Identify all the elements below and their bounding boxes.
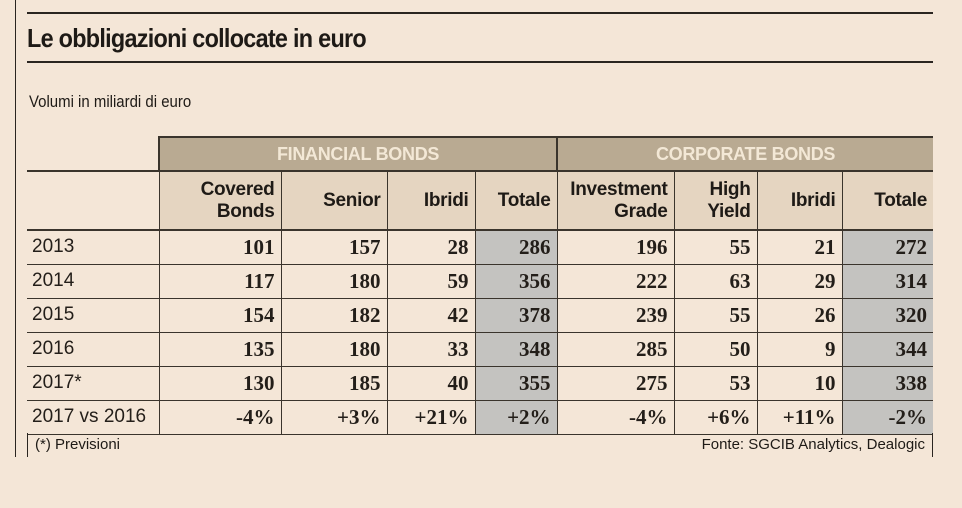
source-note: Fonte: SGCIB Analytics, Dealogic (702, 433, 933, 457)
value-cell: -4% (158, 400, 281, 435)
value-cell: 117 (158, 264, 281, 299)
top-rule (27, 12, 933, 14)
total-cell: 320 (841, 298, 934, 333)
total-cell: 356 (474, 264, 558, 299)
table-body: 2013 101 157 28 286 196 55 21 272 2014 117 180 59 356… (27, 230, 934, 435)
col-high-yield: High Yield (673, 170, 758, 231)
page-title: Le obbligazioni collocate in euro (27, 23, 367, 53)
value-cell: 285 (556, 332, 675, 367)
total-cell: 348 (474, 332, 558, 367)
value-cell: 26 (756, 298, 843, 333)
row-label: 2016 (27, 332, 159, 367)
value-cell: 59 (386, 264, 475, 299)
total-cell: 355 (474, 366, 558, 401)
total-cell: 378 (474, 298, 558, 333)
total-cell: 272 (841, 230, 934, 265)
total-cell: -2% (841, 400, 934, 435)
col-fin-totale: Totale (474, 170, 558, 231)
col-corp-totale: Totale (841, 170, 934, 231)
table-row: 2017* 130 185 40 355 275 53 10 338 (27, 366, 934, 401)
header-blank (27, 170, 159, 231)
row-label: 2017* (27, 366, 159, 401)
value-cell: 33 (386, 332, 475, 367)
value-cell: 154 (158, 298, 281, 333)
value-cell: 196 (556, 230, 675, 265)
value-cell: 101 (158, 230, 281, 265)
total-cell: 286 (474, 230, 558, 265)
value-cell: 40 (386, 366, 475, 401)
table-row: 2014 117 180 59 356 222 63 29 314 (27, 264, 934, 299)
value-cell: 275 (556, 366, 675, 401)
value-cell: 29 (756, 264, 843, 299)
total-cell: 314 (841, 264, 934, 299)
value-cell: 9 (756, 332, 843, 367)
value-cell: +6% (673, 400, 758, 435)
bonds-table: FINANCIAL BONDS CORPORATE BONDS Covered B… (27, 136, 934, 435)
col-covered-bonds: Covered Bonds (158, 170, 281, 231)
row-label: 2014 (27, 264, 159, 299)
col-investment-grade: Investment Grade (556, 170, 675, 231)
value-cell: 42 (386, 298, 475, 333)
column-header-row: Covered Bonds Senior Ibridi Totale Invest… (27, 170, 934, 231)
subtitle: Volumi in miliardi di euro (29, 92, 192, 111)
value-cell: 28 (386, 230, 475, 265)
value-cell: 53 (673, 366, 758, 401)
group-header-row: FINANCIAL BONDS CORPORATE BONDS (27, 136, 934, 172)
row-label: 2015 (27, 298, 159, 333)
value-cell: +3% (280, 400, 387, 435)
col-hy-line2: Yield (707, 200, 751, 222)
value-cell: -4% (556, 400, 675, 435)
value-cell: 180 (280, 332, 387, 367)
col-hy-line1: High (709, 178, 751, 200)
value-cell: 55 (673, 230, 758, 265)
col-ig-line1: Investment (570, 178, 668, 200)
group-financial-bonds: FINANCIAL BONDS (157, 136, 558, 171)
row-label: 2013 (27, 230, 159, 265)
table-row: 2017 vs 2016 -4% +3% +21% +2% -4% +6% +11% -2% (27, 400, 934, 435)
value-cell: 157 (280, 230, 387, 265)
value-cell: 135 (158, 332, 281, 367)
col-senior: Senior (280, 170, 387, 231)
value-cell: 55 (673, 298, 758, 333)
table-row: 2015 154 182 42 378 239 55 26 320 (27, 298, 934, 333)
value-cell: 185 (280, 366, 387, 401)
title-rule (27, 61, 933, 63)
table-row: 2013 101 157 28 286 196 55 21 272 (27, 230, 934, 265)
col-covered-line2: Bonds (216, 200, 275, 222)
value-cell: 50 (673, 332, 758, 367)
value-cell: 239 (556, 298, 675, 333)
footnote: (*) Previsioni (27, 433, 120, 457)
total-cell: +2% (474, 400, 558, 435)
total-cell: 344 (841, 332, 934, 367)
col-fin-ibridi: Ibridi (386, 170, 475, 231)
value-cell: 63 (673, 264, 758, 299)
value-cell: 182 (280, 298, 387, 333)
col-ig-line2: Grade (614, 200, 668, 222)
group-corporate-bonds: CORPORATE BONDS (556, 136, 934, 171)
total-cell: 338 (841, 366, 934, 401)
value-cell: +11% (756, 400, 843, 435)
row-label: 2017 vs 2016 (27, 400, 159, 435)
value-cell: +21% (386, 400, 475, 435)
value-cell: 10 (756, 366, 843, 401)
value-cell: 222 (556, 264, 675, 299)
col-corp-ibridi: Ibridi (756, 170, 843, 231)
header-blank (27, 137, 159, 172)
value-cell: 180 (280, 264, 387, 299)
value-cell: 130 (158, 366, 281, 401)
table-row: 2016 135 180 33 348 285 50 9 344 (27, 332, 934, 367)
value-cell: 21 (756, 230, 843, 265)
left-border-line (15, 0, 16, 457)
col-covered-line1: Covered (200, 178, 275, 200)
